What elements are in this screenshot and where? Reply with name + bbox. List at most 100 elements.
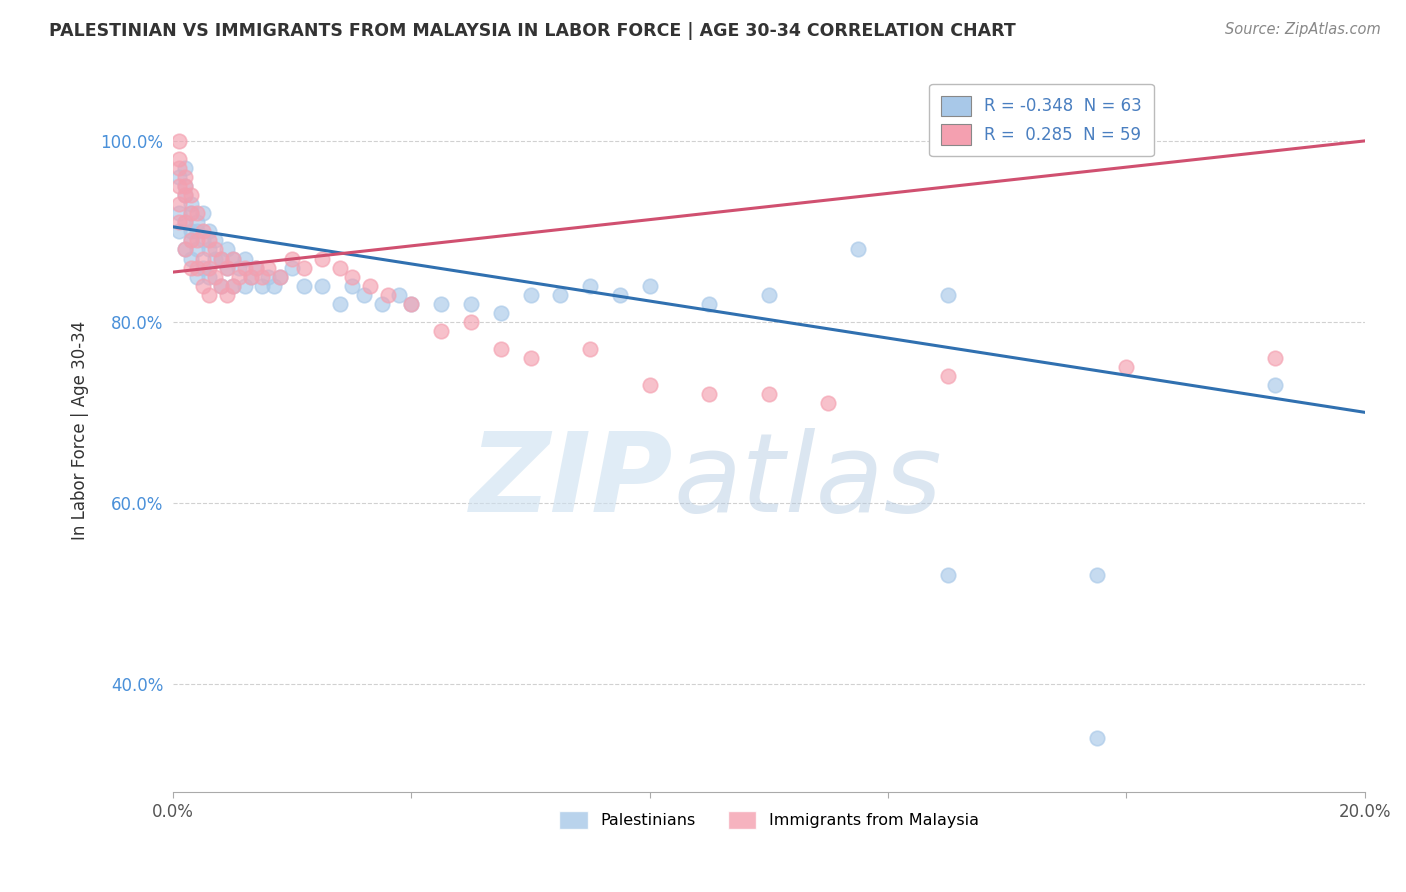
Point [228,260,250,275]
Legend: Palestinians, Immigrants from Malaysia: Palestinians, Immigrants from Malaysia [553,805,986,835]
Point [167,161,190,175]
Point [215,287,238,301]
Point [191,252,214,266]
Point [191,224,214,238]
Point [233,278,256,293]
Point [186,224,208,238]
Point [638,278,661,293]
Point [1264,378,1286,392]
Point [198,234,221,248]
Point [245,260,267,275]
Text: PALESTINIAN VS IMMIGRANTS FROM MALAYSIA IN LABOR FORCE | AGE 30-34 CORRELATION C: PALESTINIAN VS IMMIGRANTS FROM MALAYSIA … [49,22,1017,40]
Point [329,260,352,275]
Point [204,243,226,257]
Point [198,224,221,238]
Point [215,243,238,257]
Point [269,269,291,284]
Point [180,234,202,248]
Point [257,260,280,275]
Point [281,252,304,266]
Point [936,369,959,384]
Point [245,260,267,275]
Point [215,260,238,275]
Point [186,234,208,248]
Point [198,287,221,301]
Point [936,568,959,582]
Point [353,287,375,301]
Point [209,278,232,293]
Point [519,351,541,365]
Point [430,324,453,338]
Point [239,269,262,284]
Point [460,315,482,329]
Point [204,269,226,284]
Point [180,206,202,220]
Point [359,278,381,293]
Point [460,297,482,311]
Point [252,269,274,284]
Point [167,179,190,194]
Point [579,342,602,356]
Point [281,260,304,275]
Point [489,342,512,356]
Point [370,297,392,311]
Point [430,297,453,311]
Y-axis label: In Labor Force | Age 30-34: In Labor Force | Age 30-34 [72,321,89,540]
Point [209,252,232,266]
Point [817,396,839,410]
Point [180,206,202,220]
Point [699,387,721,401]
Point [377,287,399,301]
Point [198,269,221,284]
Point [252,278,274,293]
Point [167,224,190,238]
Point [167,215,190,229]
Point [329,297,352,311]
Point [1085,568,1108,582]
Point [340,269,363,284]
Point [186,260,208,275]
Point [167,152,190,166]
Point [846,243,869,257]
Point [550,287,572,301]
Point [215,260,238,275]
Point [269,269,291,284]
Point [198,243,221,257]
Point [292,260,315,275]
Point [311,278,333,293]
Point [758,387,780,401]
Point [174,170,197,185]
Text: Source: ZipAtlas.com: Source: ZipAtlas.com [1225,22,1381,37]
Point [233,260,256,275]
Point [401,297,423,311]
Point [1264,351,1286,365]
Point [292,278,315,293]
Point [699,297,721,311]
Point [186,269,208,284]
Point [174,243,197,257]
Point [180,188,202,202]
Point [228,269,250,284]
Point [221,252,243,266]
Point [198,260,221,275]
Point [204,234,226,248]
Text: atlas: atlas [673,427,942,534]
Point [263,278,285,293]
Point [191,234,214,248]
Point [167,206,190,220]
Point [579,278,602,293]
Point [186,206,208,220]
Point [209,252,232,266]
Point [936,287,959,301]
Point [174,188,197,202]
Point [174,215,197,229]
Point [174,243,197,257]
Point [186,215,208,229]
Point [311,252,333,266]
Point [609,287,631,301]
Point [1115,360,1137,375]
Point [174,179,197,194]
Point [204,252,226,266]
Point [388,287,411,301]
Text: ZIP: ZIP [470,427,673,534]
